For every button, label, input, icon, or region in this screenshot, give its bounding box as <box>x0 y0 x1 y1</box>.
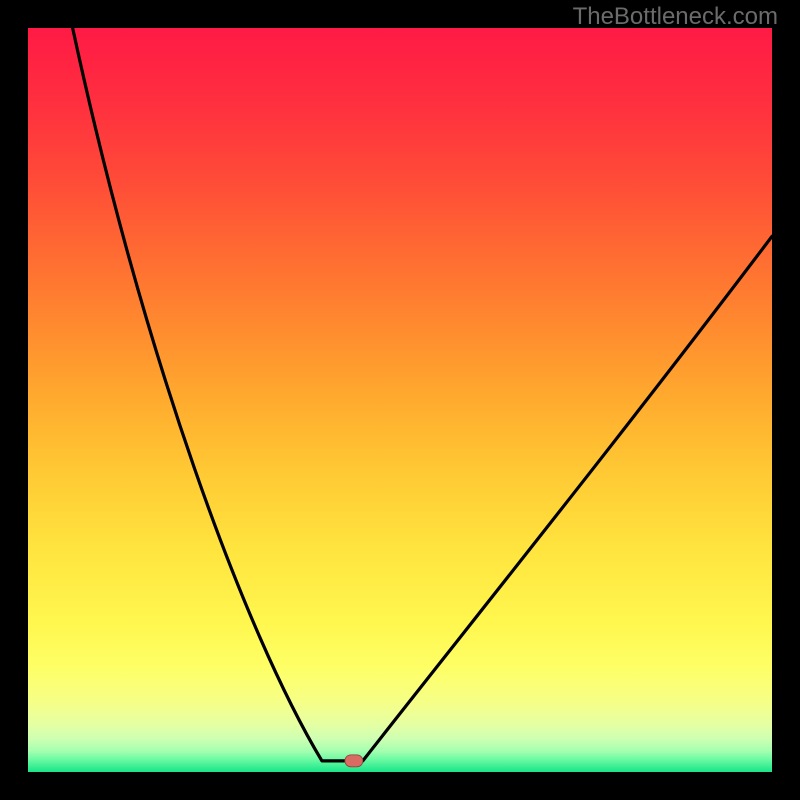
optimal-point-marker <box>345 755 363 767</box>
minimum-marker <box>28 28 772 772</box>
plot-area <box>28 28 772 772</box>
watermark-text: TheBottleneck.com <box>573 3 778 31</box>
